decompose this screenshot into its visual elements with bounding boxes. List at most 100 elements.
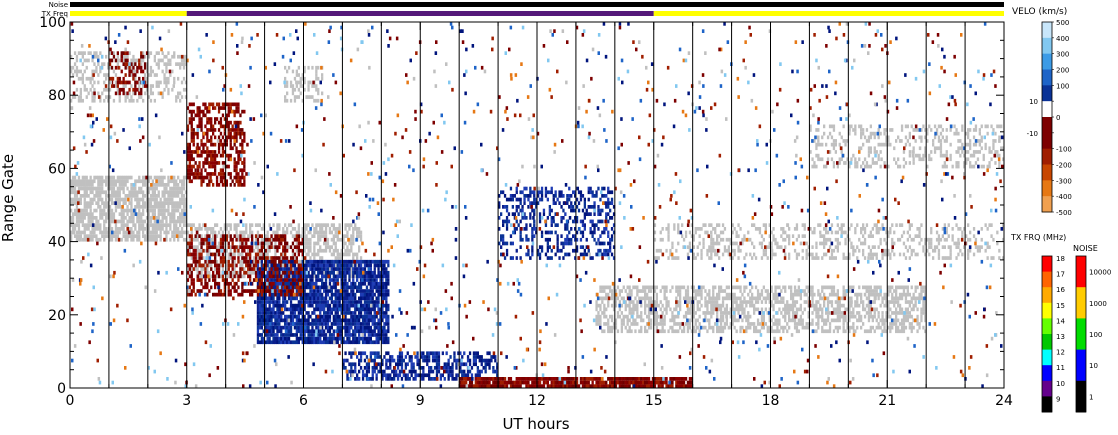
data-cell bbox=[686, 311, 690, 315]
data-cell bbox=[124, 223, 127, 227]
data-cell bbox=[196, 252, 199, 257]
data-cell bbox=[99, 230, 102, 235]
data-cell bbox=[182, 175, 186, 180]
data-cell bbox=[780, 289, 783, 293]
data-cell bbox=[136, 201, 139, 205]
data-cell bbox=[865, 139, 869, 143]
data-cell bbox=[262, 307, 265, 312]
data-cell bbox=[313, 267, 316, 271]
data-cell bbox=[873, 311, 876, 315]
data-cell bbox=[863, 230, 867, 235]
data-cell bbox=[922, 285, 925, 290]
data-cell bbox=[323, 314, 326, 319]
data-cell bbox=[303, 318, 306, 323]
data-cell bbox=[311, 267, 314, 271]
data-cell bbox=[95, 234, 98, 238]
data-cell bbox=[634, 303, 637, 308]
data-cell bbox=[169, 179, 172, 184]
data-cell bbox=[630, 329, 633, 334]
data-cell bbox=[264, 333, 267, 337]
data-cell bbox=[266, 230, 269, 235]
data-cell bbox=[147, 73, 151, 77]
data-cell bbox=[149, 51, 153, 55]
data-cell bbox=[840, 230, 843, 235]
data-cell bbox=[319, 227, 322, 231]
data-cell bbox=[718, 292, 721, 297]
data-cell bbox=[603, 322, 606, 326]
data-cell bbox=[972, 164, 976, 169]
data-cell bbox=[311, 292, 314, 297]
data-cell bbox=[686, 289, 690, 293]
data-cell bbox=[826, 318, 830, 323]
data-cell bbox=[881, 296, 884, 301]
data-cell bbox=[262, 340, 265, 345]
data-cell bbox=[81, 80, 84, 85]
data-cell bbox=[180, 80, 184, 85]
data-cell bbox=[758, 329, 762, 334]
data-cell bbox=[145, 80, 149, 85]
data-cell bbox=[319, 340, 322, 345]
data-cell bbox=[245, 223, 248, 227]
data-cell bbox=[313, 256, 316, 260]
data-cell bbox=[667, 256, 670, 260]
data-cell bbox=[698, 300, 701, 304]
data-cell bbox=[795, 300, 799, 304]
data-cell bbox=[177, 208, 180, 213]
data-cell bbox=[268, 333, 271, 337]
data-cell bbox=[204, 227, 207, 231]
data-cell bbox=[710, 234, 713, 238]
data-cell bbox=[120, 197, 123, 202]
data-cell bbox=[681, 223, 684, 227]
data-cell bbox=[299, 322, 302, 326]
data-cell bbox=[817, 300, 820, 304]
data-cell bbox=[108, 175, 112, 180]
data-cell bbox=[264, 300, 267, 304]
data-cell bbox=[350, 234, 353, 238]
data-cell bbox=[832, 256, 836, 260]
data-cell bbox=[863, 241, 867, 246]
data-cell bbox=[599, 285, 602, 290]
data-cell bbox=[908, 325, 911, 330]
data-cell bbox=[344, 333, 347, 337]
data-cell bbox=[159, 223, 162, 227]
data-cell bbox=[319, 267, 322, 271]
data-cell bbox=[879, 150, 882, 154]
data-cell bbox=[856, 303, 859, 308]
data-cell bbox=[809, 128, 812, 132]
data-cell bbox=[161, 190, 164, 195]
data-cell bbox=[268, 223, 271, 227]
data-cell bbox=[704, 303, 707, 308]
data-cell bbox=[97, 190, 100, 195]
data-cell bbox=[315, 285, 318, 290]
data-cell bbox=[943, 245, 946, 249]
data-cell bbox=[276, 296, 279, 301]
data-cell bbox=[284, 98, 287, 103]
data-cell bbox=[655, 256, 658, 260]
data-cell bbox=[723, 296, 727, 301]
data-cell bbox=[315, 314, 318, 319]
data-cell bbox=[159, 208, 162, 213]
data-cell bbox=[264, 296, 267, 301]
data-cell bbox=[856, 223, 859, 227]
data-cell bbox=[286, 91, 289, 96]
data-cell bbox=[865, 161, 869, 165]
data-cell bbox=[346, 318, 349, 323]
data-cell bbox=[101, 190, 104, 195]
data-cell bbox=[760, 234, 764, 238]
data-cell bbox=[87, 234, 90, 238]
data-cell bbox=[105, 183, 108, 187]
data-cell bbox=[297, 65, 300, 70]
data-cell bbox=[122, 186, 125, 191]
data-cell bbox=[932, 248, 935, 253]
data-cell bbox=[805, 248, 808, 253]
data-cell bbox=[863, 256, 867, 260]
data-cell bbox=[788, 256, 791, 260]
data-cell bbox=[893, 300, 896, 304]
data-cell bbox=[869, 150, 872, 154]
data-cell bbox=[266, 241, 269, 246]
data-cell bbox=[702, 325, 705, 330]
data-cell bbox=[256, 322, 260, 326]
data-cell bbox=[803, 325, 806, 330]
data-cell bbox=[852, 252, 855, 257]
data-cell bbox=[338, 329, 341, 334]
